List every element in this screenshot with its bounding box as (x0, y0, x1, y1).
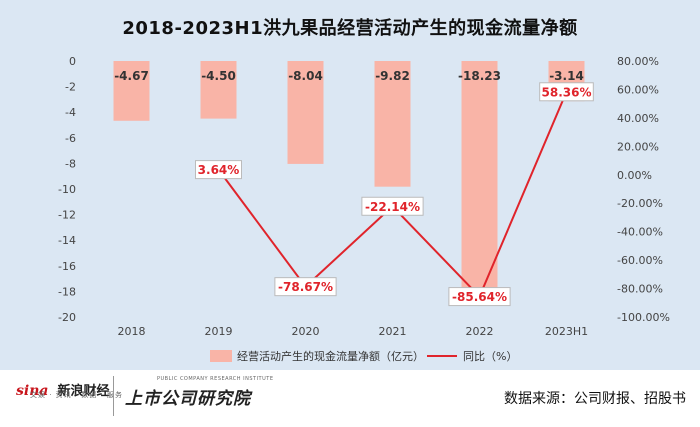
legend-bar-label: 经营活动产生的现金流量净额（亿元） (237, 349, 424, 363)
y-left-tick-label: -12 (58, 209, 76, 222)
bar-data-label: -4.50 (201, 69, 236, 83)
sina-finance-logo: sina 新浪财经 (16, 380, 110, 399)
y-right-tick-label: 40.00% (617, 112, 659, 125)
y-left-tick-label: -10 (58, 183, 76, 196)
line-data-label: 3.64% (198, 163, 240, 177)
bar (113, 61, 150, 121)
line-data-label: 58.36% (542, 85, 592, 99)
bar (287, 61, 324, 164)
y-left-tick-label: -6 (65, 132, 76, 145)
bar (200, 61, 237, 119)
footer-divider (113, 376, 114, 416)
line-data-label-box (195, 160, 242, 180)
y-right-tick-label: -100.00% (617, 311, 670, 324)
y-left-tick-label: -14 (58, 234, 76, 247)
bar (374, 61, 411, 187)
y-right-tick-label: 0.00% (617, 169, 652, 182)
y-right-tick-label: -40.00% (617, 226, 663, 239)
bar-data-label: -8.04 (288, 69, 323, 83)
y-left-tick-label: -4 (65, 106, 76, 119)
y-right-tick-label: 20.00% (617, 140, 659, 153)
bar-data-label: -9.82 (375, 69, 410, 83)
line-data-label-box (448, 287, 511, 307)
x-tick-label: 2018 (118, 325, 146, 338)
data-source: 数据来源：公司财报、招股书 (504, 391, 686, 407)
bar-data-label: -3.14 (549, 69, 584, 83)
legend-bar-swatch (210, 350, 232, 362)
line-data-label: -78.67% (278, 280, 333, 294)
y-right-tick-label: -20.00% (617, 197, 663, 210)
y-right-tick-label: 60.00% (617, 83, 659, 96)
y-left-tick-label: -8 (65, 157, 76, 170)
sina-finance-name: 新浪财经 (57, 384, 110, 399)
sina-logo-subtitle: 文娱 · 资讯 · 数据 · 服务 (30, 391, 124, 399)
legend-line-label: 同比（%） (463, 350, 517, 363)
y-right-tick-label: -80.00% (617, 283, 663, 296)
y-left-tick-label: -20 (58, 311, 76, 324)
y-right-tick-label: -60.00% (617, 254, 663, 267)
y-left-tick-label: 0 (69, 55, 76, 68)
y-left-tick-label: -16 (58, 260, 76, 273)
line-data-label-box (274, 277, 337, 297)
line-data-label-box (539, 82, 594, 102)
bar (461, 61, 498, 295)
bar-data-label: -4.67 (114, 69, 149, 83)
chart-plot: 0 -2 -4 -6 -8 -10 -12 -14 -16 -18 -20 80.00% 60.00% 4… (58, 55, 670, 363)
footer: sina 新浪财经 文娱 · 资讯 · 数据 · 服务 PUBLIC COMPA… (0, 370, 700, 427)
x-tick-label: 2019 (205, 325, 233, 338)
chart-title: 2018-2023H1洪九果品经营活动产生的现金流量净额 (122, 18, 578, 39)
sina-logo-text: sina (16, 383, 49, 399)
x-tick-label: 2021 (379, 325, 407, 338)
x-tick-label: 2020 (292, 325, 320, 338)
line-data-label: -22.14% (365, 200, 420, 214)
x-tick-label: 2022 (466, 325, 494, 338)
bar-data-label: -18.23 (458, 69, 501, 83)
line-data-label: -85.64% (452, 290, 507, 304)
institute-english-name: PUBLIC COMPANY RESEARCH INSTITUTE (157, 376, 274, 382)
line-data-label-box (361, 196, 424, 216)
y-left-tick-label: -18 (58, 285, 76, 298)
y-right-tick-label: 80.00% (617, 55, 659, 68)
x-tick-label: 2023H1 (545, 325, 588, 338)
y-left-tick-label: -2 (65, 81, 76, 94)
institute-logo: 上市公司研究院 (125, 389, 251, 409)
